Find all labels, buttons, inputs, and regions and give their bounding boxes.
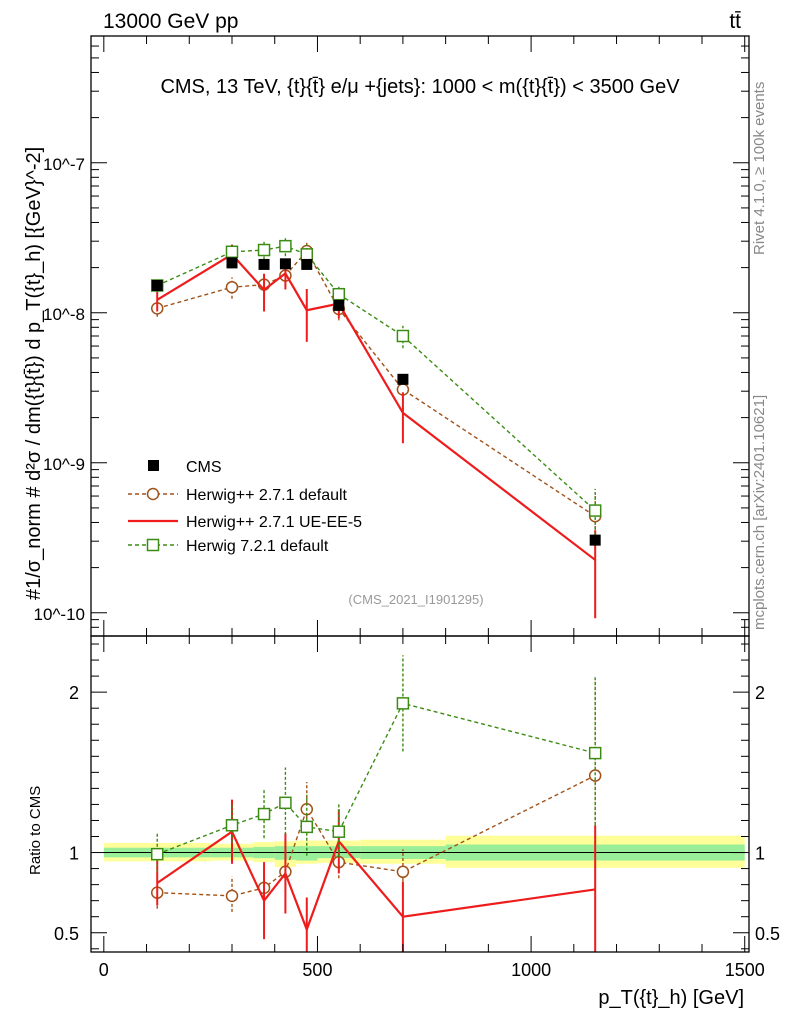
ratio-point-herwig-7-2-1-default xyxy=(150,847,164,861)
main-point-herwig-7-2-1-default xyxy=(396,329,410,343)
axes-group: 10^-10 10^-9 10^-8 10^-7 0 500 1000 1500 0.5 0.5 1… xyxy=(34,35,780,980)
legend-label-cms: CMS xyxy=(186,459,222,476)
x-tick-label: 1000 xyxy=(511,960,551,980)
ratio-point-herwig-7-2-1-default xyxy=(279,796,292,810)
energy-label: 13000 GeV pp xyxy=(103,10,238,33)
ratio-point-herwig-2-7-1-default xyxy=(396,865,410,879)
ratio-y-tick-label-left: 1 xyxy=(69,844,79,864)
main-y-tick-label: 10^-9 xyxy=(43,455,85,474)
ratio-uncertainty-bands xyxy=(103,835,745,868)
main-y-axis-label: #1/σ_norm # d²σ / dm({t}{t̄}) d p_T({t}_… xyxy=(23,147,45,600)
main-point-cms xyxy=(279,258,291,270)
ratio-point-herwig-7-2-1-default xyxy=(396,697,410,710)
ratio-y-tick-label-right: 1 xyxy=(755,844,765,864)
ratio-series-group xyxy=(150,655,602,952)
ratio-point-herwig-7-2-1-default xyxy=(332,825,346,838)
legend-label-herwig7-default: Herwig 7.2.1 default xyxy=(186,538,329,555)
legend-label-herwigpp-default: Herwig++ 2.7.1 default xyxy=(186,487,348,504)
main-point-herwig-7-2-1-default xyxy=(279,239,292,253)
main-point-herwig-7-2-1-default xyxy=(257,243,271,257)
rivet-version-label: Rivet 4.1.0, ≥ 100k events xyxy=(751,82,768,255)
process-label: tt̄ xyxy=(729,10,741,33)
legend-marker-herwigpp-default xyxy=(146,487,160,501)
ratio-y-axis-label: Ratio to CMS xyxy=(27,786,44,875)
ratio-line-herwig-7-2-1-default xyxy=(156,702,596,855)
main-point-herwig-7-2-1-default xyxy=(225,245,239,259)
x-tick-label: 500 xyxy=(302,960,332,980)
legend: CMS Herwig++ 2.7.1 default Herwig++ 2.7.… xyxy=(128,459,362,555)
x-axis-label: p_T({t}_h) [GeV] xyxy=(598,987,744,1009)
main-y-tick-label: 10^-7 xyxy=(43,155,85,174)
x-tick-label: 0 xyxy=(99,960,109,980)
legend-marker-cms xyxy=(148,460,159,471)
ratio-point-herwig-7-2-1-default xyxy=(588,746,602,760)
mcplots-reference-label: mcplots.cern.ch [arXiv:2401.10621] xyxy=(751,395,768,630)
main-series-group xyxy=(150,237,602,619)
ratio-point-herwig-7-2-1-default xyxy=(225,819,239,832)
main-point-cms xyxy=(226,257,238,269)
legend-marker-herwig7-default xyxy=(146,538,160,552)
x-tick-label: 1500 xyxy=(725,960,765,980)
main-line-herwig-7-2-1-default xyxy=(156,245,596,512)
main-point-herwig-7-2-1-default xyxy=(300,248,314,261)
main-y-tick-label: 10^-10 xyxy=(34,605,85,624)
ratio-point-herwig-7-2-1-default xyxy=(300,820,314,834)
main-point-herwig-2-7-1-default xyxy=(225,280,239,294)
main-point-cms xyxy=(151,279,163,291)
ratio-y-tick-label-right: 0.5 xyxy=(755,924,780,944)
main-y-tick-label: 10^-8 xyxy=(43,305,85,324)
ratio-point-herwig-7-2-1-default xyxy=(257,807,271,821)
ratio-point-herwig-2-7-1-default xyxy=(225,889,239,903)
main-point-cms xyxy=(589,534,601,546)
ratio-y-tick-label-left: 2 xyxy=(69,683,79,703)
ratio-y-tick-label-right: 2 xyxy=(755,683,765,703)
main-point-cms xyxy=(333,299,345,311)
main-point-herwig-7-2-1-default xyxy=(332,287,346,301)
ratio-y-tick-label-left: 0.5 xyxy=(54,924,79,944)
main-point-cms xyxy=(301,258,313,270)
analysis-watermark: (CMS_2021_I1901295) xyxy=(348,592,483,607)
main-point-cms xyxy=(397,373,409,385)
ratio-line-herwig-2-7-1-ue-ee-5 xyxy=(156,830,596,933)
plot-title: CMS, 13 TeV, {t}{t̄} e/μ +{jets}: 1000 <… xyxy=(160,76,680,98)
main-point-cms xyxy=(258,258,270,270)
ratio-panel-frame xyxy=(90,635,750,953)
legend-label-herwigpp-ueee5: Herwig++ 2.7.1 UE-EE-5 xyxy=(186,514,362,531)
main-point-herwig-7-2-1-default xyxy=(588,504,602,517)
main-line-herwig-2-7-1-default xyxy=(157,249,596,517)
